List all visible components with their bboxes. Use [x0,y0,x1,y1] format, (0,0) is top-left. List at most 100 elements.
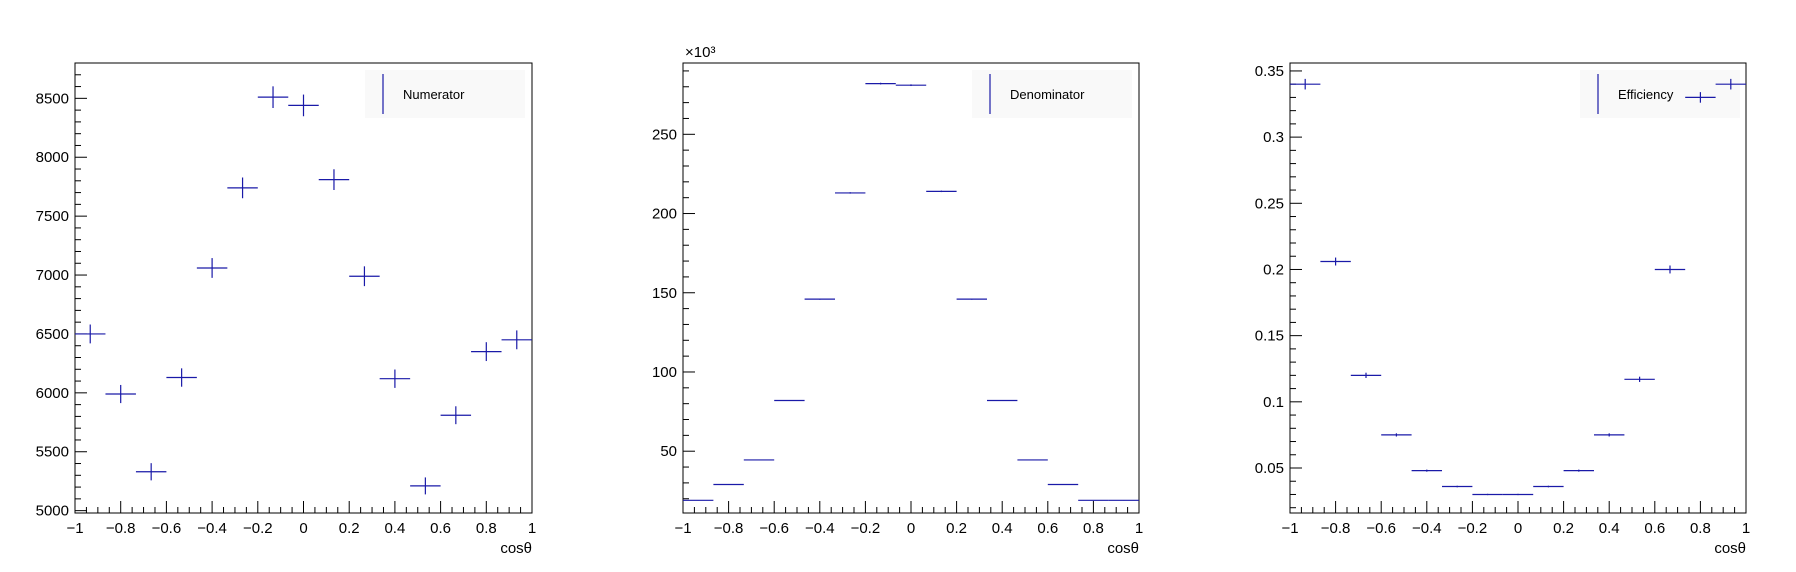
data-point [410,477,441,495]
x-tick-label: −0.4 [805,520,835,537]
chart-panel-3: −1 −0.8 −0.6 −0.4 −0.2 0 0.2 0.4 0.6 0.8 1 0.05 0.1 0… [1255,62,1750,557]
data-point [227,177,258,199]
data-point [135,463,167,481]
data-point [196,258,228,278]
data-point [986,399,1018,402]
chart-panel-2: −1 −0.8 −0.6 −0.4 −0.2 0 0.2 0.4 0.6 0.8 150100150… [652,44,1143,557]
data-point [1381,433,1412,437]
x-tick-label: −1 [1281,520,1298,537]
y-exponent-label: ×10³ [685,44,715,61]
x-tick-label: 0.2 [946,520,967,537]
y-tick-label: 7500 [36,208,69,225]
y-tick-label: 6500 [36,326,69,343]
data-point [349,266,380,287]
data-point [1290,78,1321,90]
x-tick-label: 1 [1742,520,1750,537]
data-point [804,298,836,300]
x-tick-label: 0 [1514,520,1522,537]
x-tick-label: −0.6 [1366,520,1396,537]
data-point [774,399,805,402]
x-axis-label: cosθ [1107,540,1139,557]
data-point [1017,459,1048,461]
x-tick-label: −0.2 [1458,520,1488,537]
y-tick-label: 8500 [36,90,69,107]
y-tick-label: 0.1 [1263,394,1284,411]
y-tick-label: 250 [652,126,677,143]
x-tick-label: −0.4 [1412,520,1442,537]
plot-frame [1289,62,1747,514]
data-point [257,86,289,108]
y-tick-label: 0.3 [1263,129,1284,146]
x-tick-label: −0.8 [106,520,136,537]
plot-frame [682,62,1140,514]
x-tick-label: 0 [907,520,915,537]
data-point [895,84,927,87]
data-point [166,368,197,387]
data-point [956,298,987,300]
x-tick-label: 0.8 [476,520,497,537]
legend-box [1580,70,1740,118]
data-point [743,459,775,461]
data-point [865,82,896,85]
data-point [1047,483,1079,486]
data-point [1624,376,1655,382]
x-tick-label: 0.4 [384,520,405,537]
y-tick-label: 0.25 [1255,195,1284,212]
data-point [1472,493,1503,496]
x-tick-label: 0.2 [1553,520,1574,537]
x-tick-label: 0.8 [1690,520,1711,537]
x-tick-label: −1 [66,520,83,537]
x-tick-label: 0 [299,520,307,537]
x-tick-label: −0.6 [759,520,789,537]
y-tick-label: 5000 [36,503,69,520]
y-tick-label: 5500 [36,444,69,461]
y-tick-label: 7000 [36,267,69,284]
y-tick-label: 50 [660,443,677,460]
x-tick-label: −0.2 [243,520,273,537]
data-point [105,384,136,404]
x-tick-label: 0.6 [430,520,451,537]
y-tick-label: 150 [652,285,677,302]
data-point [1350,372,1382,378]
x-tick-label: 0.6 [1037,520,1058,537]
x-axis-label: cosθ [500,540,532,557]
legend-box [365,70,525,118]
x-tick-label: 0.4 [1599,520,1620,537]
data-point [1654,265,1686,274]
data-point [1411,469,1443,472]
data-point [501,330,532,350]
data-point [1533,485,1564,488]
data-point [1593,433,1625,437]
legend-label: Efficiency [1618,87,1674,102]
x-tick-label: 0.2 [339,520,360,537]
y-tick-label: 100 [652,364,677,381]
data-point [713,483,744,486]
data-point [1320,257,1351,266]
data-point [926,190,957,193]
x-tick-label: 1 [528,520,536,537]
x-tick-label: −0.8 [714,520,744,537]
data-point [379,369,411,388]
x-tick-label: −0.2 [851,520,881,537]
y-tick-label: 0.35 [1255,63,1284,80]
data-point [288,94,319,117]
x-tick-label: 0.6 [1644,520,1665,537]
x-tick-label: −0.4 [197,520,227,537]
legend-box [972,70,1132,118]
x-tick-label: −0.6 [152,520,182,537]
x-tick-label: 0.8 [1083,520,1104,537]
y-tick-label: 0.2 [1263,261,1284,278]
legend-label: Denominator [1010,87,1085,102]
data-point [1502,493,1534,496]
x-tick-label: 0.4 [992,520,1013,537]
data-point [318,169,350,190]
legend-label: Numerator [403,87,465,102]
x-tick-label: −1 [674,520,691,537]
data-point [75,324,106,344]
chart-panel-1: −1 −0.8 −0.6 −0.4 −0.2 0 0.2 0.4 0.6 0.8 1 5000 5500… [36,62,536,557]
x-tick-label: −0.8 [1321,520,1351,537]
y-tick-label: 0.15 [1255,328,1284,345]
data-point [471,342,502,362]
data-point [440,406,472,425]
